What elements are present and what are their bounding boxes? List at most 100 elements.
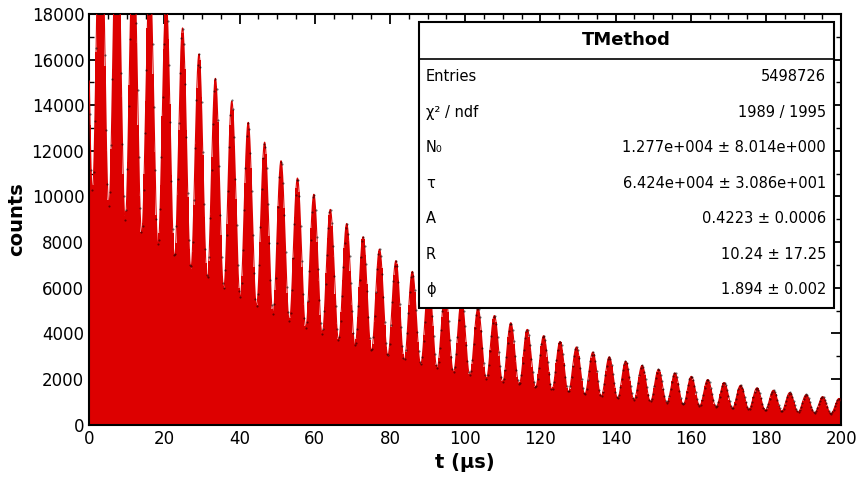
Bar — [569, 388, 570, 425]
Bar — [622, 374, 623, 425]
Bar — [694, 386, 696, 425]
Bar — [556, 363, 557, 425]
Bar — [259, 242, 261, 425]
Bar — [105, 150, 107, 425]
Bar — [488, 367, 489, 425]
Bar — [298, 193, 300, 425]
Bar — [738, 389, 739, 425]
Bar — [572, 366, 574, 425]
Bar — [773, 391, 775, 425]
Bar — [587, 381, 588, 425]
Bar — [436, 368, 438, 425]
Bar — [491, 332, 492, 425]
X-axis label: t (μs): t (μs) — [435, 453, 495, 472]
Bar — [814, 413, 816, 425]
Bar — [667, 402, 669, 425]
Bar — [564, 377, 566, 425]
Bar — [499, 356, 500, 425]
Bar — [509, 326, 511, 425]
Bar — [822, 397, 823, 425]
Bar — [661, 379, 663, 425]
Bar — [781, 411, 783, 425]
Bar — [303, 305, 304, 425]
Bar — [280, 161, 282, 425]
Bar — [340, 312, 342, 425]
Bar — [733, 407, 734, 425]
Bar — [199, 60, 200, 425]
Bar — [757, 388, 759, 425]
Bar — [619, 394, 620, 425]
Text: 1.894 ± 0.002: 1.894 ± 0.002 — [721, 282, 826, 297]
Bar — [637, 387, 638, 425]
Bar — [208, 261, 210, 425]
Bar — [396, 264, 397, 425]
Bar — [157, 245, 158, 425]
Bar — [174, 258, 175, 425]
Bar — [160, 185, 162, 425]
Bar — [238, 288, 239, 425]
Bar — [584, 394, 586, 425]
Bar — [598, 385, 599, 425]
Bar — [419, 359, 420, 425]
Bar — [631, 391, 632, 425]
Bar — [580, 368, 581, 425]
Bar — [94, 137, 95, 425]
Bar — [130, 6, 131, 425]
Bar — [399, 307, 401, 425]
Bar — [257, 283, 259, 425]
Bar — [316, 242, 318, 425]
Bar — [211, 158, 213, 425]
Bar — [828, 410, 829, 425]
Bar — [198, 57, 199, 425]
Bar — [423, 335, 425, 425]
Bar — [384, 325, 385, 425]
Bar — [608, 357, 610, 425]
Bar — [92, 185, 94, 425]
Bar — [158, 233, 160, 425]
Text: 1.277e+004 ± 8.014e+000: 1.277e+004 ± 8.014e+000 — [622, 140, 826, 155]
Bar — [255, 299, 257, 425]
Bar — [523, 357, 524, 425]
Bar — [452, 369, 454, 425]
Text: TMethod: TMethod — [581, 32, 670, 49]
Bar — [657, 372, 658, 425]
Bar — [188, 249, 190, 425]
Bar — [383, 296, 384, 425]
Bar — [525, 331, 527, 425]
Bar — [546, 357, 548, 425]
Bar — [460, 306, 461, 425]
Bar — [243, 233, 245, 425]
Bar — [448, 334, 450, 425]
Bar — [785, 399, 787, 425]
Bar — [103, 0, 105, 425]
Bar — [357, 317, 359, 425]
Bar — [119, 9, 121, 425]
Bar — [789, 393, 790, 425]
Bar — [775, 394, 777, 425]
Bar — [562, 350, 563, 425]
Bar — [135, 0, 136, 425]
Bar — [282, 174, 283, 425]
Bar — [440, 339, 442, 425]
Bar — [283, 208, 285, 425]
Bar — [679, 392, 680, 425]
Bar — [190, 269, 192, 425]
Bar — [294, 217, 295, 425]
Bar — [467, 362, 468, 425]
Bar — [146, 28, 148, 425]
Bar — [430, 302, 432, 425]
Bar — [759, 392, 760, 425]
Bar — [107, 200, 109, 425]
Bar — [164, 7, 166, 425]
Bar — [620, 385, 622, 425]
Bar — [361, 240, 363, 425]
Bar — [180, 69, 181, 425]
Bar — [461, 300, 462, 425]
Bar — [193, 205, 194, 425]
Bar — [295, 188, 297, 425]
Bar — [796, 411, 797, 425]
Bar — [148, 0, 149, 425]
Bar — [403, 360, 405, 425]
Bar — [677, 383, 679, 425]
Bar — [369, 341, 371, 425]
